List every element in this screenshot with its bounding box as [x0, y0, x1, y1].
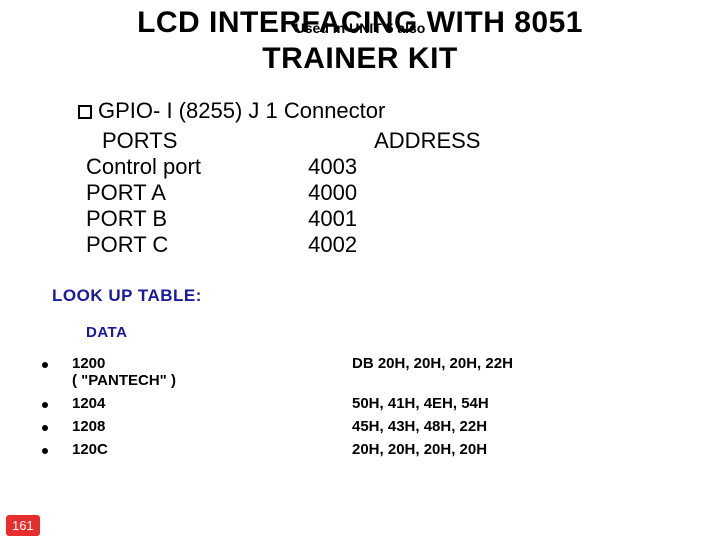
lookup-sub: ( "PANTECH" ) [72, 372, 352, 389]
port-name: PORT C [86, 232, 302, 258]
port-name: PORT A [86, 180, 302, 206]
port-addr: 4002 [308, 232, 357, 258]
port-row: PORT A 4000 [78, 180, 720, 206]
content-block: GPIO- I (8255) J 1 Connector PORTS ADDRE… [0, 98, 720, 258]
lookup-right-cell: DB 20H, 20H, 20H, 22H [352, 355, 513, 372]
slide: LCD INTERFACING WITH 8051 Used in UNIT 5… [0, 6, 720, 546]
lookup-row: 1208 45H, 43H, 48H, 22H [0, 418, 720, 435]
bullet-dot-icon [42, 362, 48, 368]
port-addr: 4003 [308, 154, 357, 180]
port-addr: 4000 [308, 180, 357, 206]
lookup-right-cell: 45H, 43H, 48H, 22H [352, 418, 487, 435]
lookup-row: 120C 20H, 20H, 20H, 20H [0, 441, 720, 458]
bullet-dot-icon [42, 425, 48, 431]
lookup-addr: 1200 [72, 355, 352, 372]
lookup-left-cell: 120C [72, 441, 352, 458]
square-bullet-icon [78, 105, 92, 119]
lookup-right-cell: 50H, 41H, 4EH, 54H [352, 395, 489, 412]
port-row: PORT C 4002 [78, 232, 720, 258]
port-row: Control port 4003 [78, 154, 720, 180]
port-name: Control port [86, 154, 302, 180]
lookup-left-cell: 1208 [72, 418, 352, 435]
title-overlay-note: Used in UNIT 5 also [295, 20, 426, 36]
bullet-dot-icon [42, 402, 48, 408]
lookup-right-cell: 20H, 20H, 20H, 20H [352, 441, 487, 458]
lookup-title: LOOK UP TABLE: [52, 286, 720, 306]
lookup-row: 1204 50H, 41H, 4EH, 54H [0, 395, 720, 412]
gpio-bullet-text: GPIO- I (8255) J 1 Connector [98, 98, 385, 123]
address-header: ADDRESS [374, 128, 480, 154]
port-addr: 4001 [308, 206, 357, 232]
port-row: PORT B 4001 [78, 206, 720, 232]
lookup-left-cell: 1204 [72, 395, 352, 412]
gpio-bullet-line: GPIO- I (8255) J 1 Connector [78, 98, 720, 124]
port-name: PORT B [86, 206, 302, 232]
title-line2: TRAINER KIT [0, 42, 720, 76]
lookup-left-cell: 1200 ( "PANTECH" ) [72, 355, 352, 389]
lookup-table: 1200 ( "PANTECH" ) DB 20H, 20H, 20H, 22H… [0, 355, 720, 458]
data-subtitle: DATA [86, 324, 720, 341]
table-headers: PORTS ADDRESS [78, 128, 720, 154]
bullet-dot-icon [42, 448, 48, 454]
page-number-badge: 161 [6, 515, 40, 536]
lookup-row: 1200 ( "PANTECH" ) DB 20H, 20H, 20H, 22H [0, 355, 720, 389]
ports-header: PORTS [102, 128, 298, 154]
